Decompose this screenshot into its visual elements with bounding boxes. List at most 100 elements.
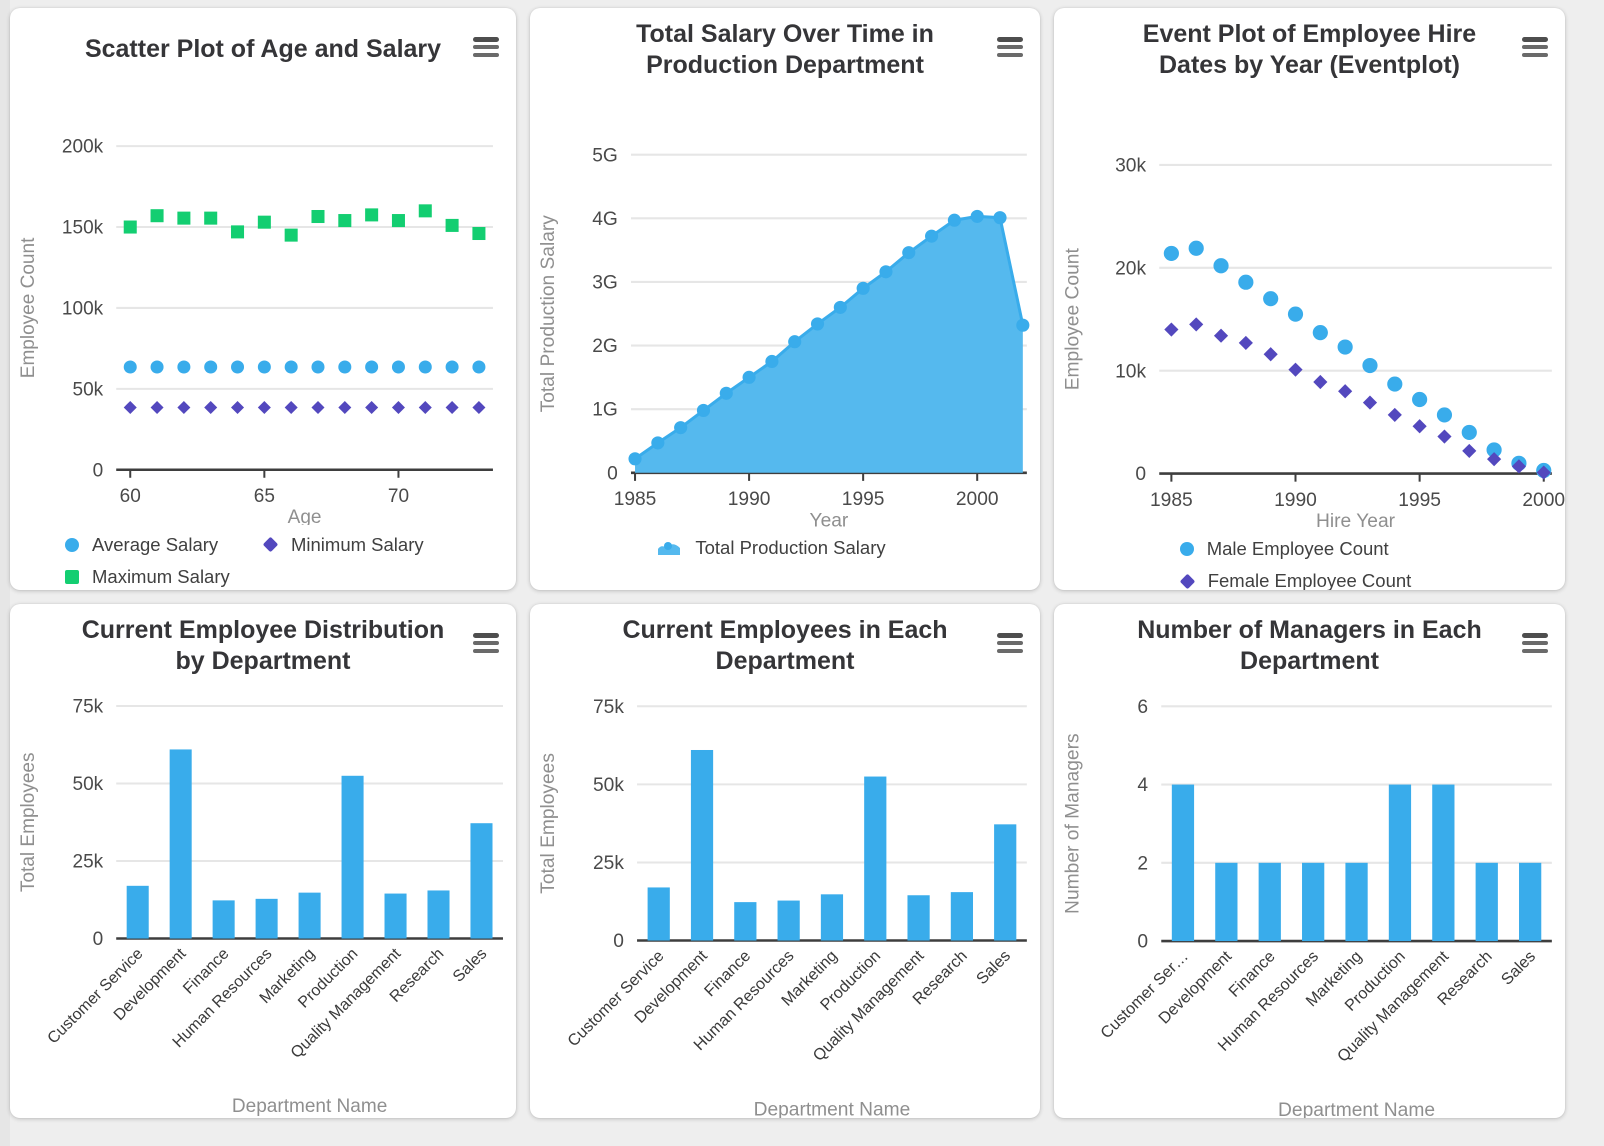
- data-point[interactable]: [311, 400, 325, 414]
- data-point[interactable]: [1462, 443, 1477, 459]
- data-point[interactable]: [1362, 357, 1378, 374]
- data-point[interactable]: [257, 215, 271, 229]
- data-point[interactable]: [902, 246, 916, 260]
- data-point[interactable]: [472, 226, 486, 241]
- bar-7[interactable]: [950, 892, 974, 941]
- data-point[interactable]: [1486, 442, 1502, 458]
- chart-menu-button[interactable]: [471, 628, 501, 658]
- data-point[interactable]: [719, 386, 733, 400]
- data-point[interactable]: [765, 354, 779, 369]
- data-point[interactable]: [1189, 317, 1204, 332]
- data-point[interactable]: [1288, 362, 1303, 377]
- data-point[interactable]: [311, 209, 325, 224]
- data-point[interactable]: [1362, 395, 1378, 410]
- data-point[interactable]: [742, 370, 756, 384]
- data-point[interactable]: [365, 360, 379, 374]
- data-point[interactable]: [1337, 339, 1353, 355]
- data-point[interactable]: [231, 360, 245, 374]
- bar-0[interactable]: [647, 887, 670, 941]
- bar-1[interactable]: [690, 749, 714, 941]
- legend-item-female-employee-count[interactable]: Female Employee Count: [1179, 570, 1411, 590]
- data-point[interactable]: [418, 400, 432, 414]
- bar-8[interactable]: [994, 824, 1017, 941]
- data-point[interactable]: [418, 360, 432, 374]
- data-point[interactable]: [123, 220, 137, 234]
- data-point[interactable]: [993, 211, 1007, 225]
- data-point[interactable]: [284, 228, 298, 242]
- chart-menu-button[interactable]: [995, 32, 1025, 62]
- bar-7[interactable]: [1475, 862, 1498, 942]
- data-point[interactable]: [284, 400, 298, 414]
- bar-3[interactable]: [255, 898, 278, 939]
- data-point[interactable]: [150, 360, 164, 374]
- data-point[interactable]: [418, 204, 432, 218]
- data-point[interactable]: [472, 360, 486, 374]
- data-point[interactable]: [204, 211, 218, 225]
- data-point[interactable]: [1164, 322, 1179, 337]
- bar-8[interactable]: [470, 823, 493, 939]
- data-point[interactable]: [123, 360, 137, 374]
- data-point[interactable]: [1263, 347, 1278, 362]
- bar-7[interactable]: [427, 890, 450, 939]
- legend-item-average-salary[interactable]: Average Salary: [65, 534, 263, 556]
- data-point[interactable]: [391, 400, 405, 414]
- data-point[interactable]: [338, 400, 352, 414]
- data-point[interactable]: [472, 400, 486, 414]
- chart-menu-button[interactable]: [1520, 32, 1550, 62]
- data-point[interactable]: [788, 335, 802, 349]
- data-point[interactable]: [833, 300, 847, 314]
- data-point[interactable]: [284, 360, 298, 374]
- data-point[interactable]: [1163, 245, 1179, 262]
- data-point[interactable]: [1387, 376, 1403, 392]
- data-point[interactable]: [391, 214, 405, 228]
- data-point[interactable]: [1238, 335, 1253, 351]
- data-point[interactable]: [1238, 274, 1254, 290]
- data-point[interactable]: [1313, 374, 1328, 390]
- data-point[interactable]: [445, 360, 459, 374]
- data-point[interactable]: [1016, 318, 1030, 332]
- data-point[interactable]: [810, 317, 825, 331]
- chart-menu-button[interactable]: [995, 628, 1025, 658]
- legend-item-minimum-salary[interactable]: Minimum Salary: [262, 534, 461, 556]
- data-point[interactable]: [1461, 424, 1477, 441]
- data-point[interactable]: [338, 214, 352, 228]
- bar-6[interactable]: [384, 893, 407, 939]
- data-point[interactable]: [1487, 452, 1502, 467]
- bar-1[interactable]: [169, 749, 192, 939]
- data-point[interactable]: [1213, 258, 1229, 274]
- bar-3[interactable]: [777, 900, 800, 941]
- legend-item-total-production-salary[interactable]: Total Production Salary: [656, 537, 886, 559]
- data-point[interactable]: [311, 360, 325, 374]
- data-point[interactable]: [947, 213, 961, 227]
- bar-3[interactable]: [1302, 862, 1325, 942]
- bar-5[interactable]: [1388, 784, 1412, 942]
- data-point[interactable]: [231, 225, 245, 239]
- data-point[interactable]: [696, 403, 711, 418]
- data-point[interactable]: [204, 360, 218, 374]
- data-point[interactable]: [970, 209, 984, 223]
- data-point[interactable]: [231, 400, 245, 414]
- bar-4[interactable]: [820, 894, 844, 941]
- data-point[interactable]: [177, 400, 191, 414]
- data-point[interactable]: [925, 229, 939, 243]
- bar-6[interactable]: [1432, 784, 1455, 942]
- bar-4[interactable]: [298, 892, 321, 939]
- data-point[interactable]: [257, 360, 271, 374]
- data-point[interactable]: [1412, 391, 1428, 408]
- data-point[interactable]: [150, 209, 164, 223]
- data-point[interactable]: [123, 400, 137, 414]
- data-point[interactable]: [365, 400, 379, 414]
- data-point[interactable]: [674, 421, 688, 435]
- data-point[interactable]: [445, 400, 459, 414]
- data-point[interactable]: [1287, 306, 1304, 322]
- data-point[interactable]: [628, 452, 642, 466]
- bar-2[interactable]: [212, 900, 235, 939]
- data-point[interactable]: [365, 208, 379, 222]
- bar-0[interactable]: [1171, 784, 1195, 942]
- data-point[interactable]: [177, 211, 191, 225]
- data-point[interactable]: [856, 281, 870, 295]
- data-point[interactable]: [338, 360, 352, 374]
- bar-2[interactable]: [734, 902, 757, 941]
- data-point[interactable]: [177, 360, 191, 374]
- data-point[interactable]: [257, 400, 271, 414]
